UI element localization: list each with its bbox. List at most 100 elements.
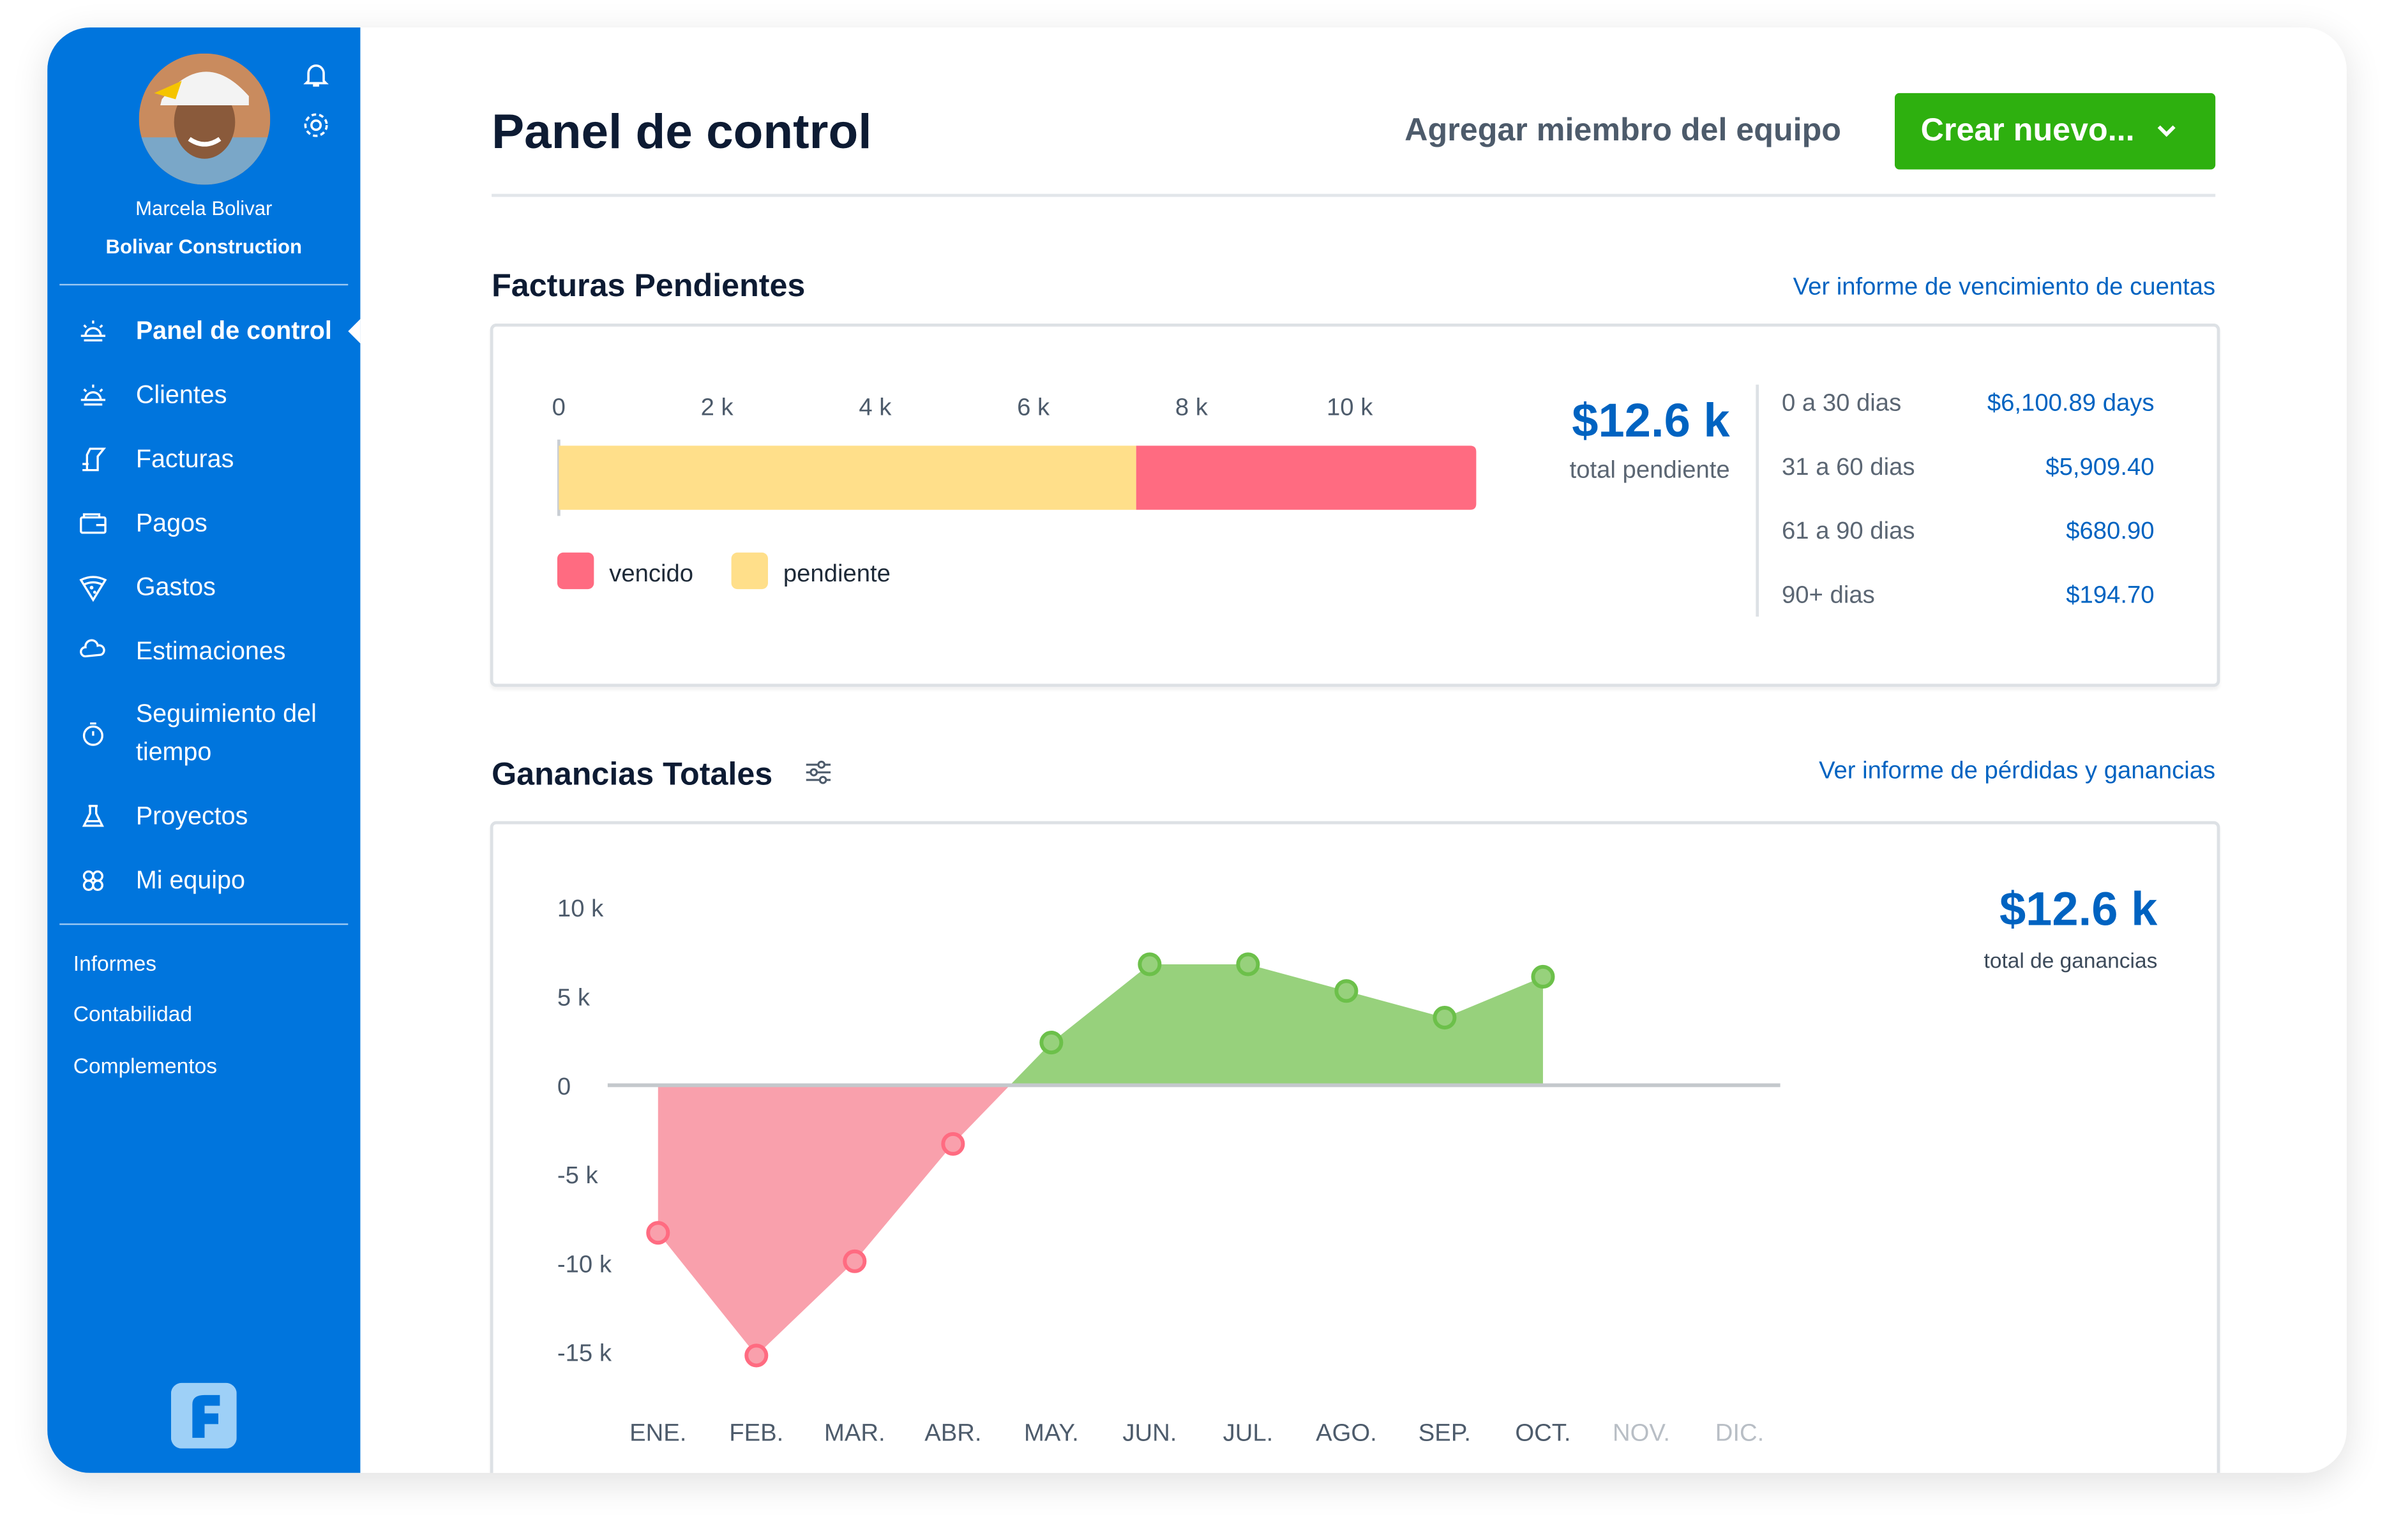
- profit-point: [1531, 964, 1555, 989]
- invoices-title: Facturas Pendientes: [492, 268, 806, 304]
- create-new-button[interactable]: Crear nuevo...: [1894, 93, 2216, 170]
- bar-tick-label: 6 k: [1017, 394, 1050, 421]
- bar-tick-label: 10 k: [1327, 394, 1373, 421]
- profit-total: $12.6 k: [1999, 882, 2158, 936]
- sidebar-item-clientes[interactable]: Clientes: [47, 377, 360, 414]
- bar-vencido: [1136, 445, 1477, 510]
- bar-tick-label: 0: [552, 394, 566, 421]
- aging-row: 0 a 30 dias $6,100.89 days: [1782, 391, 2155, 424]
- legend-swatch-vencido: [557, 552, 594, 590]
- x-tick-label: SEP.: [1419, 1419, 1471, 1447]
- y-tick-label: 10 k: [557, 895, 604, 922]
- sidebar-item-mi-equipo[interactable]: Mi equipo: [47, 862, 360, 899]
- x-tick-label: NOV.: [1613, 1419, 1670, 1447]
- x-tick-label: FEB.: [729, 1419, 783, 1447]
- x-tick-label: MAR.: [824, 1419, 885, 1447]
- invoice-icon: [82, 447, 107, 472]
- invoices-bar-chart: 0 2 k 4 k 6 k 8 k 10 k vencido pendiente: [552, 394, 1477, 590]
- aging-range: 31 a 60 dias: [1781, 454, 1915, 481]
- add-team-member-button[interactable]: Agregar miembro del equipo: [1404, 112, 1842, 148]
- main-content: Panel de control Agregar miembro del equ…: [360, 27, 2346, 1473]
- sidebar-item-gastos[interactable]: Gastos: [47, 569, 360, 606]
- bar-tick-label: 4 k: [859, 394, 892, 421]
- legend-swatch-pendiente: [731, 552, 768, 590]
- gear-icon[interactable]: [301, 110, 331, 140]
- flask-icon: [82, 805, 104, 827]
- x-tick-label: MAY.: [1024, 1419, 1079, 1447]
- y-tick-label: 0: [557, 1073, 571, 1100]
- invoices-total: $12.6 k: [1572, 394, 1730, 447]
- dashboard-sun-icon: [80, 320, 106, 342]
- x-tick-label: AGO.: [1316, 1419, 1377, 1447]
- sidebar-item-seguimiento-del-tiempo[interactable]: Seguimiento del tiempo: [47, 694, 360, 774]
- sidebar-item-facturas[interactable]: Facturas: [47, 441, 360, 477]
- pizza-icon: [79, 576, 107, 602]
- bar-tick-label: 8 k: [1175, 394, 1208, 421]
- legend-label-pendiente: pendiente: [783, 560, 891, 587]
- aging-amount: $680.90: [2066, 519, 2155, 545]
- aging-row: 90+ dias $194.70: [1782, 583, 2155, 617]
- y-tick-label: -10 k: [557, 1250, 612, 1278]
- sidebar-item-pagos[interactable]: Pagos: [47, 505, 360, 542]
- header-divider: [492, 193, 2216, 197]
- user-name: Marcela Bolivar: [135, 197, 273, 220]
- wallet-icon: [80, 513, 107, 534]
- create-new-label: Crear nuevo...: [1920, 112, 2135, 148]
- profit-point: [1433, 1006, 1457, 1030]
- profit-point: [1334, 979, 1359, 1003]
- loss-point: [843, 1249, 867, 1273]
- profit-card: 10 k 5 k 0 -5 k -10 k -15 k ENE. FEB. MAR. ABR. MA…: [490, 821, 2220, 1473]
- y-tick-label: -5 k: [557, 1162, 599, 1189]
- sidebar-link-contabilidad[interactable]: Contabilidad: [73, 1001, 192, 1026]
- sidebar-item-label: Clientes: [135, 380, 227, 408]
- loss-point: [646, 1221, 670, 1245]
- loss-point: [941, 1132, 965, 1156]
- profit-point: [1039, 1031, 1064, 1055]
- clients-sun-icon: [80, 384, 106, 406]
- sidebar-link-complementos[interactable]: Complementos: [73, 1053, 217, 1078]
- legend-label-vencido: vencido: [609, 560, 693, 587]
- aging-range: 0 a 30 dias: [1781, 391, 1902, 417]
- profit-point: [1236, 952, 1260, 976]
- x-tick-label: ENE.: [629, 1419, 686, 1447]
- avatar[interactable]: [139, 53, 271, 185]
- sidebar-item-proyectos[interactable]: Proyectos: [47, 798, 360, 835]
- company-name: Bolivar Construction: [105, 235, 303, 258]
- loss-area: [658, 1085, 1011, 1356]
- bell-icon[interactable]: [301, 59, 331, 90]
- cloud-icon: [80, 639, 105, 658]
- sidebar-item-panel-de-control[interactable]: Panel de control: [47, 313, 360, 349]
- invoices-card: 0 2 k 4 k 6 k 8 k 10 k vencido pendiente $12.6 …: [490, 324, 2220, 687]
- profit-loss-report-link[interactable]: Ver informe de pérdidas y ganancias: [1819, 758, 2216, 785]
- app-window: Marcela Bolivar Bolivar Construction Pan…: [47, 27, 2347, 1473]
- page-title: Panel de control: [492, 103, 872, 159]
- freshbooks-logo: [170, 1382, 237, 1449]
- bar-pendiente: [559, 445, 1136, 510]
- sidebar-item-label: Proyectos: [135, 802, 248, 830]
- aging-range: 61 a 90 dias: [1781, 519, 1915, 545]
- sidebar: Marcela Bolivar Bolivar Construction Pan…: [47, 27, 361, 1473]
- sidebar-link-informes[interactable]: Informes: [73, 950, 157, 976]
- aging-amount: $194.70: [2066, 583, 2155, 609]
- x-tick-label: OCT.: [1515, 1419, 1570, 1447]
- profit-area-chart: 10 k 5 k 0 -5 k -10 k -15 k ENE. FEB. MAR. ABR. MA…: [557, 895, 1780, 1447]
- loss-point: [744, 1343, 769, 1368]
- sidebar-item-estimaciones[interactable]: Estimaciones: [47, 634, 360, 670]
- sidebar-item-label: Pagos: [135, 509, 207, 537]
- invoices-total-label: total pendiente: [1569, 458, 1730, 484]
- profit-total-label: total de ganancias: [1984, 948, 2158, 973]
- filter-sliders-icon[interactable]: [804, 759, 832, 786]
- active-caret: [348, 318, 361, 344]
- timer-icon: [82, 722, 103, 746]
- divider: [59, 283, 349, 286]
- sidebar-item-label: Facturas: [135, 445, 234, 473]
- x-tick-label: JUL.: [1223, 1419, 1274, 1447]
- team-icon: [82, 870, 103, 891]
- aging-report-link[interactable]: Ver informe de vencimiento de cuentas: [1793, 274, 2216, 301]
- aging-amount: $6,100.89 days: [1987, 391, 2155, 417]
- aging-amount: $5,909.40: [2045, 454, 2155, 481]
- chevron-down-icon: [2157, 125, 2176, 137]
- x-tick-label: DIC.: [1715, 1419, 1765, 1447]
- x-tick-label: ABR.: [924, 1419, 981, 1447]
- profit-area: [1010, 964, 1543, 1086]
